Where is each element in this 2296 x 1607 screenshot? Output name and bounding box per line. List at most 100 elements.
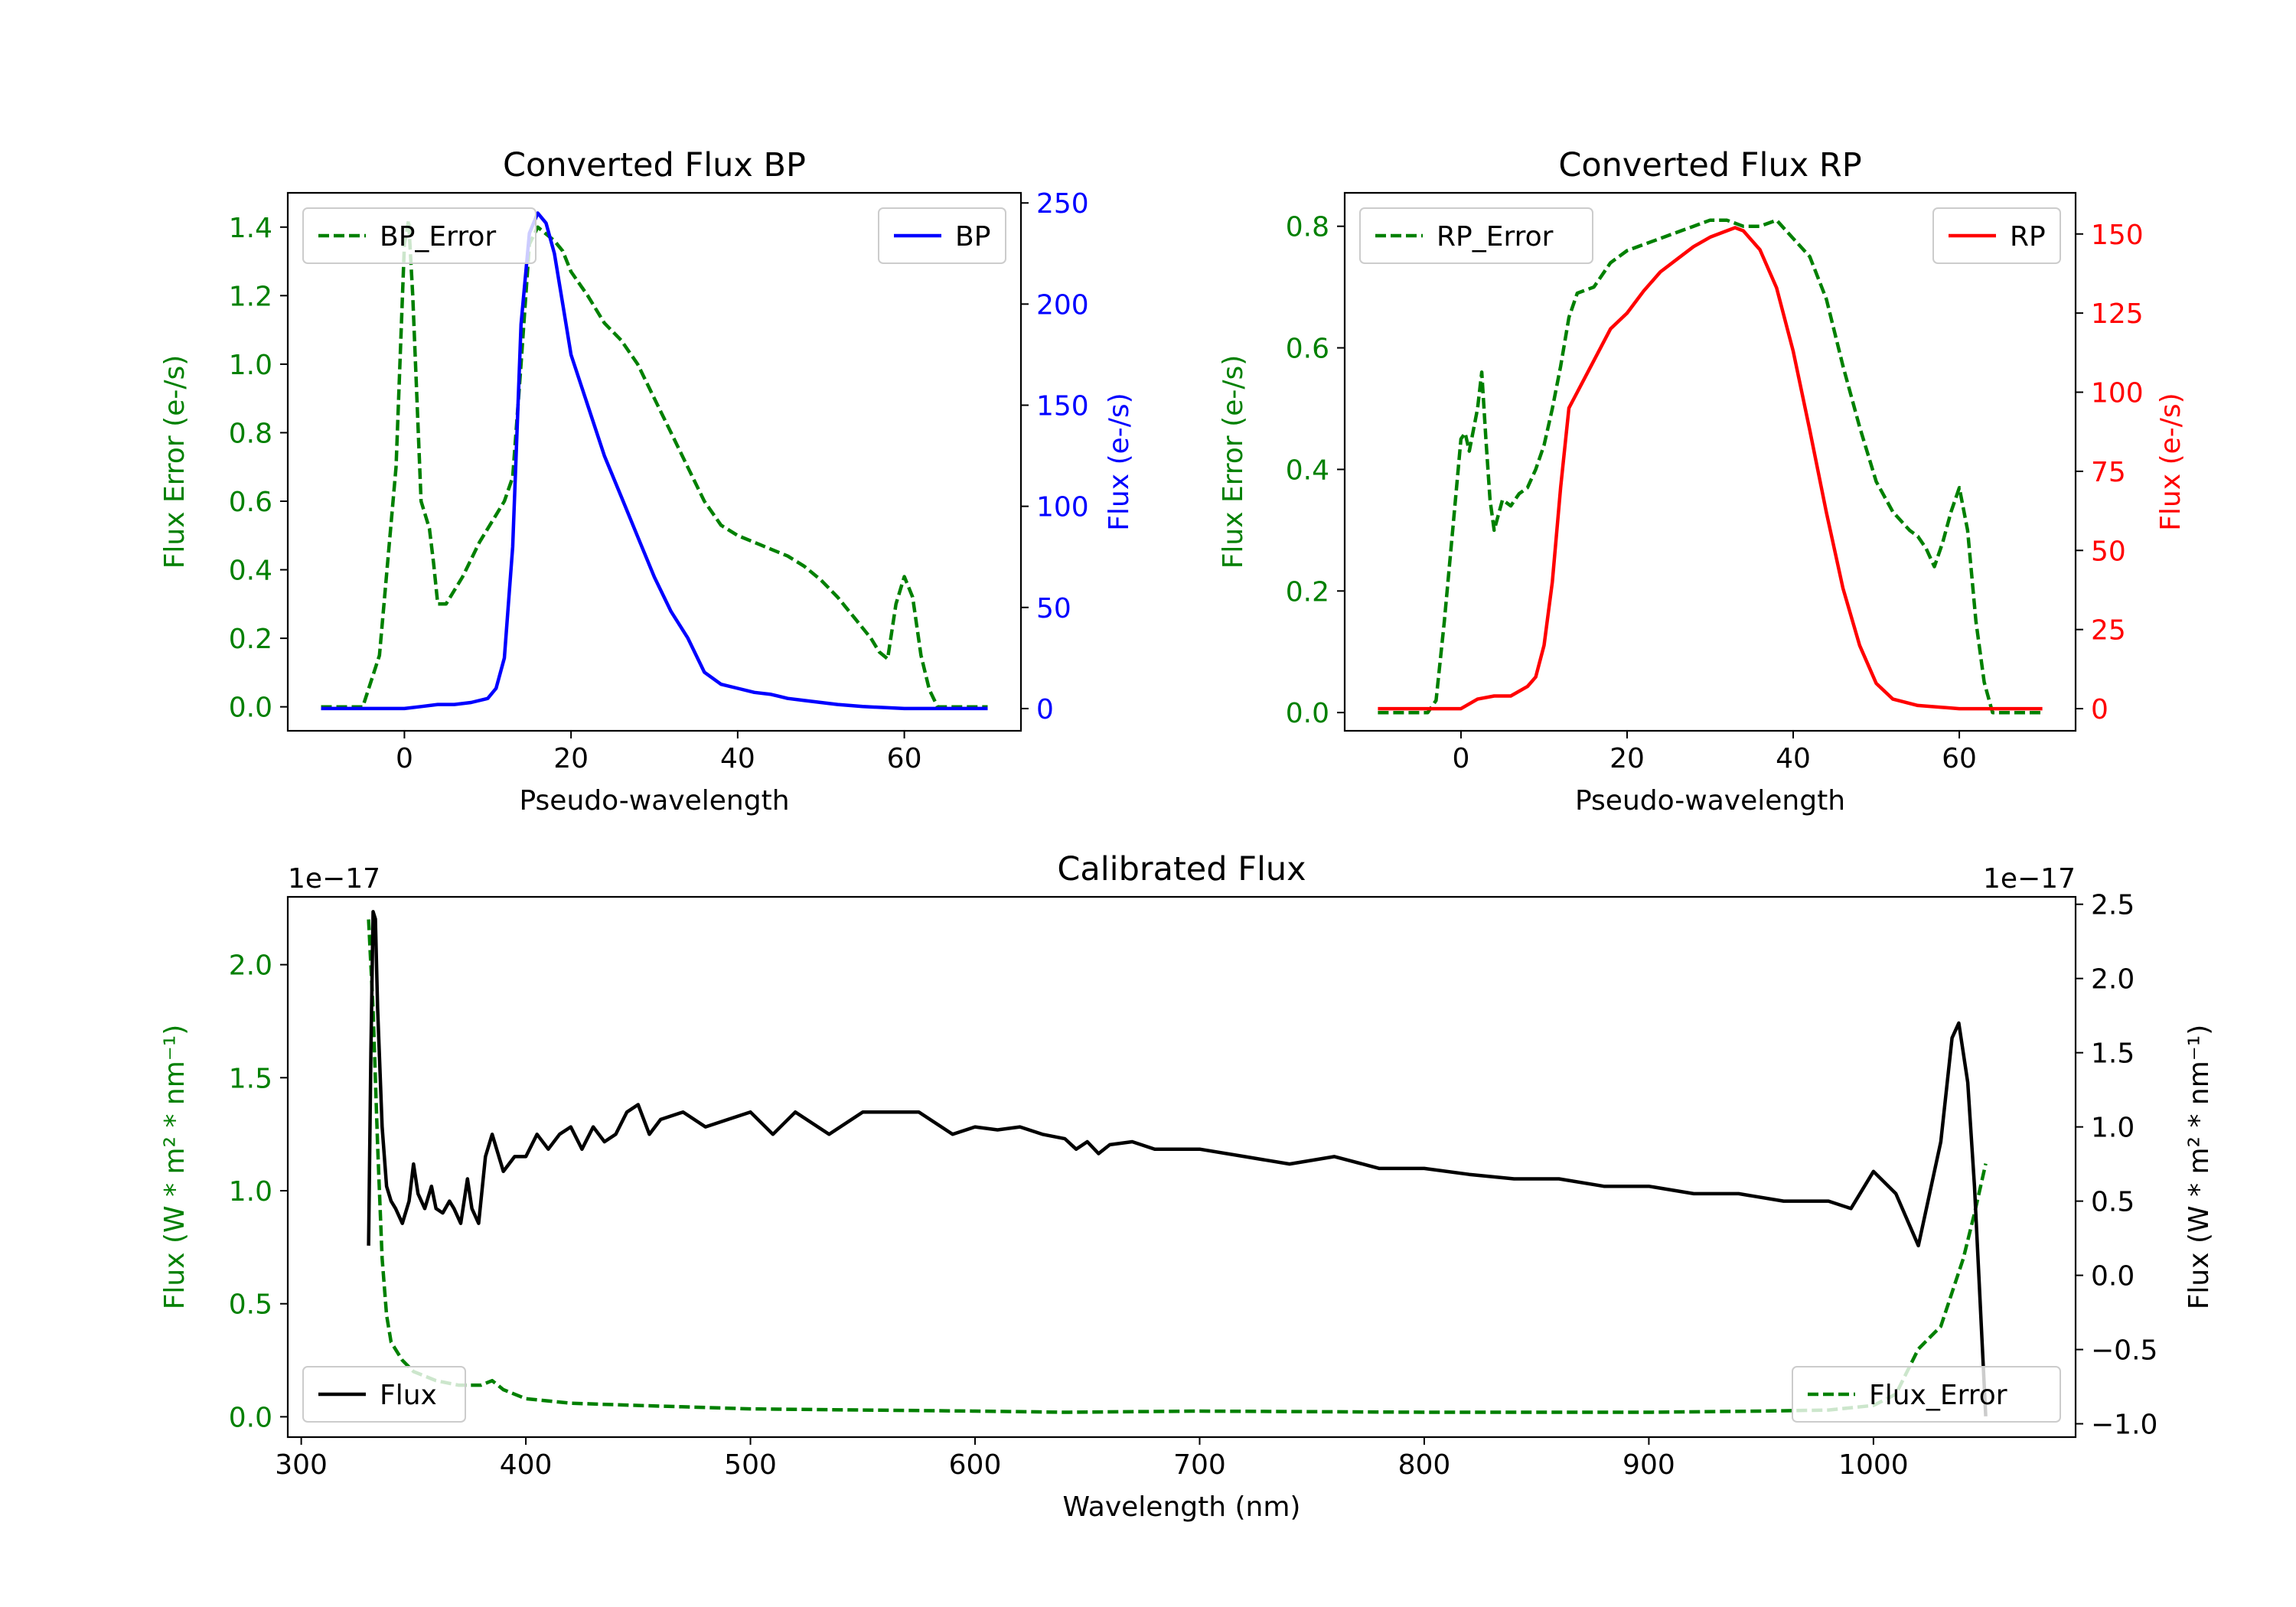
x-tick-label: 20 bbox=[553, 743, 589, 774]
y-left-tick-label: 1.2 bbox=[229, 281, 272, 312]
y-right-tick-label: −1.0 bbox=[2091, 1410, 2157, 1441]
x-tick-label: 60 bbox=[1942, 743, 1977, 774]
y-left-tick-label: 0.2 bbox=[229, 624, 272, 655]
x-tick-label: 600 bbox=[949, 1449, 1002, 1481]
legend-box bbox=[1359, 207, 1593, 264]
x-tick-label: 300 bbox=[275, 1449, 328, 1481]
chart-title: Converted Flux BP bbox=[503, 146, 806, 184]
y-left-tick-label: 0.8 bbox=[1286, 212, 1329, 243]
x-tick-label: 900 bbox=[1623, 1449, 1675, 1481]
chart-2: 0 20 40 60 0.0 0.2 0.4 0.6 0.8 0 25 50 75 100 125 150 Co… bbox=[1218, 146, 2187, 817]
y-left-axis-label: Flux (W * m² * nm⁻¹) bbox=[159, 1025, 191, 1310]
y-right-tick-label: 1.5 bbox=[2091, 1038, 2135, 1070]
y-left-tick-label: 1.5 bbox=[229, 1063, 272, 1094]
y-right-tick-label: 50 bbox=[2091, 536, 2126, 567]
legend-label: Flux bbox=[380, 1380, 437, 1411]
x-tick-label: 0 bbox=[1452, 743, 1469, 774]
y-right-tick-label: 150 bbox=[2091, 220, 2144, 251]
x-tick-label: 40 bbox=[1776, 743, 1811, 774]
y-right-tick-label: 250 bbox=[1036, 188, 1089, 220]
legend-box bbox=[1792, 1366, 2061, 1423]
y-left-tick-label: 1.0 bbox=[229, 1176, 272, 1208]
y-right-tick-label: 0 bbox=[2091, 694, 2108, 725]
y-right-axis-label: Flux (e-/s) bbox=[1104, 393, 1135, 530]
plot-frame bbox=[1343, 191, 2077, 732]
legend-bp-error: BP_Error bbox=[302, 207, 536, 264]
series-line-rp-error bbox=[1378, 218, 2043, 715]
y-right-tick-label: 0 bbox=[1036, 694, 1054, 725]
x-tick-label: 60 bbox=[887, 743, 922, 774]
y-right-tick-label: 1.0 bbox=[2091, 1113, 2135, 1144]
y-right-tick-label: 200 bbox=[1036, 289, 1089, 321]
y-right-tick-label: 75 bbox=[2091, 457, 2126, 488]
series-line-bp-error bbox=[321, 218, 988, 709]
y-left-tick-label: 0.5 bbox=[229, 1289, 272, 1321]
series-line-bp bbox=[321, 211, 988, 711]
y-left-tick-label: 1.4 bbox=[229, 213, 272, 244]
legend-box bbox=[302, 207, 536, 264]
y-right-tick-label: 2.0 bbox=[2091, 964, 2135, 996]
y-right-tick-label: 2.5 bbox=[2091, 890, 2135, 921]
y-left-tick-label: 2.0 bbox=[229, 950, 272, 982]
x-axis-label: Wavelength (nm) bbox=[1063, 1491, 1301, 1523]
legend-box bbox=[1932, 207, 2061, 264]
x-tick-label: 400 bbox=[500, 1449, 553, 1481]
y-right-axis-label: Flux (e-/s) bbox=[2155, 393, 2187, 530]
legend-label: RP_Error bbox=[1437, 221, 1554, 253]
y-left-axis-label: Flux Error (e-/s) bbox=[1218, 355, 1249, 569]
chart-3: 300 400 500 600 700 800 900 1000 0.0 0.5 1.0 1.5 2.0… bbox=[159, 850, 2215, 1523]
legend-rp-error: RP_Error bbox=[1359, 207, 1593, 264]
y-right-axis-label: Flux (W * m² * nm⁻¹) bbox=[2183, 1025, 2215, 1310]
y-right-tick-label: 100 bbox=[1036, 492, 1089, 523]
y-left-tick-label: 0.8 bbox=[229, 418, 272, 449]
y-right-tick-label: 150 bbox=[1036, 391, 1089, 422]
chart-1: 0 20 40 60 0.0 0.2 0.4 0.6 0.8 1.0 1.2 1.4 0 50 100 150… bbox=[159, 146, 1135, 817]
legend-label: BP bbox=[955, 221, 990, 253]
series-line-flux-error bbox=[367, 919, 1988, 1414]
x-tick-label: 0 bbox=[396, 743, 413, 774]
series-line-flux bbox=[367, 910, 1988, 1416]
y-right-tick-label: 0.5 bbox=[2091, 1187, 2135, 1218]
y-left-scale-label: 1e−17 bbox=[288, 863, 380, 895]
legend-label: RP bbox=[2010, 221, 2046, 253]
y-left-tick-label: 0.0 bbox=[229, 693, 272, 724]
y-left-tick-label: 0.6 bbox=[229, 487, 272, 518]
legend-label: BP_Error bbox=[380, 221, 496, 253]
y-left-tick-label: 0.0 bbox=[229, 1402, 272, 1433]
y-right-scale-label: 1e−17 bbox=[1983, 863, 2076, 895]
legend-bp: BP bbox=[878, 207, 1006, 264]
legend-rp: RP bbox=[1932, 207, 2061, 264]
legend-flux: Flux bbox=[302, 1366, 466, 1423]
y-right-tick-label: −0.5 bbox=[2091, 1335, 2157, 1367]
x-tick-label: 800 bbox=[1398, 1449, 1451, 1481]
y-left-tick-label: 0.0 bbox=[1286, 698, 1329, 729]
plot-frame bbox=[286, 191, 1022, 732]
x-axis-label: Pseudo-wavelength bbox=[1575, 785, 1845, 817]
x-tick-label: 500 bbox=[724, 1449, 777, 1481]
y-left-tick-label: 0.4 bbox=[1286, 455, 1329, 486]
legend-box bbox=[878, 207, 1006, 264]
x-tick-label: 700 bbox=[1173, 1449, 1226, 1481]
chart-title: Calibrated Flux bbox=[1057, 850, 1306, 888]
legend-flux-error: Flux_Error bbox=[1792, 1366, 2061, 1423]
x-axis-label: Pseudo-wavelength bbox=[519, 785, 789, 817]
y-left-tick-label: 0.2 bbox=[1286, 576, 1329, 608]
legend-label: Flux_Error bbox=[1869, 1380, 2007, 1411]
y-right-tick-label: 50 bbox=[1036, 593, 1071, 624]
chart-title: Converted Flux RP bbox=[1558, 146, 1861, 184]
y-left-tick-label: 0.4 bbox=[229, 556, 272, 587]
y-right-tick-label: 100 bbox=[2091, 378, 2144, 409]
x-tick-label: 40 bbox=[720, 743, 755, 774]
y-left-tick-label: 1.0 bbox=[229, 350, 272, 381]
legend-box bbox=[302, 1366, 466, 1423]
series-line-rp bbox=[1378, 226, 2043, 711]
plot-frame bbox=[286, 895, 2077, 1439]
y-left-tick-label: 0.6 bbox=[1286, 334, 1329, 365]
y-right-tick-label: 0.0 bbox=[2091, 1261, 2135, 1292]
y-right-tick-label: 125 bbox=[2091, 298, 2144, 330]
y-left-axis-label: Flux Error (e-/s) bbox=[159, 355, 191, 569]
x-tick-label: 1000 bbox=[1838, 1449, 1909, 1481]
x-tick-label: 20 bbox=[1609, 743, 1645, 774]
y-right-tick-label: 25 bbox=[2091, 615, 2126, 647]
